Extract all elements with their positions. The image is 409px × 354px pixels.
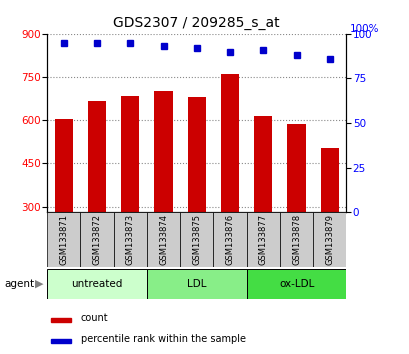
Text: ox-LDL: ox-LDL [278, 279, 313, 289]
Text: GSM133876: GSM133876 [225, 214, 234, 266]
Bar [187, 97, 205, 212]
Bar [54, 119, 73, 212]
Bar [254, 116, 272, 212]
Text: LDL: LDL [187, 279, 206, 289]
FancyBboxPatch shape [80, 212, 113, 267]
Bar [50, 339, 70, 343]
Bar [88, 101, 106, 212]
Text: GSM133878: GSM133878 [291, 214, 300, 266]
Bar [121, 96, 139, 212]
Text: GSM133877: GSM133877 [258, 214, 267, 266]
Bar [220, 74, 238, 212]
Text: ▶: ▶ [34, 279, 43, 289]
FancyBboxPatch shape [213, 212, 246, 267]
Text: GSM133879: GSM133879 [324, 214, 333, 266]
Text: agent: agent [4, 279, 34, 289]
FancyBboxPatch shape [246, 212, 279, 267]
Text: GSM133872: GSM133872 [92, 214, 101, 266]
Text: percentile rank within the sample: percentile rank within the sample [81, 335, 245, 344]
Bar [287, 125, 305, 212]
Bar [320, 148, 338, 212]
Text: 100%: 100% [348, 24, 378, 34]
Bar [50, 318, 70, 322]
FancyBboxPatch shape [246, 269, 346, 299]
FancyBboxPatch shape [279, 212, 312, 267]
Text: GSM133871: GSM133871 [59, 214, 68, 266]
Text: GSM133874: GSM133874 [159, 214, 168, 266]
Text: GSM133873: GSM133873 [126, 214, 135, 266]
Text: GDS2307 / 209285_s_at: GDS2307 / 209285_s_at [113, 16, 279, 30]
FancyBboxPatch shape [146, 269, 246, 299]
FancyBboxPatch shape [180, 212, 213, 267]
FancyBboxPatch shape [47, 269, 146, 299]
FancyBboxPatch shape [146, 212, 180, 267]
FancyBboxPatch shape [113, 212, 146, 267]
Text: count: count [81, 313, 108, 323]
Bar [154, 91, 172, 212]
FancyBboxPatch shape [47, 212, 80, 267]
FancyBboxPatch shape [312, 212, 346, 267]
Text: GSM133875: GSM133875 [192, 214, 201, 266]
Text: untreated: untreated [71, 279, 122, 289]
